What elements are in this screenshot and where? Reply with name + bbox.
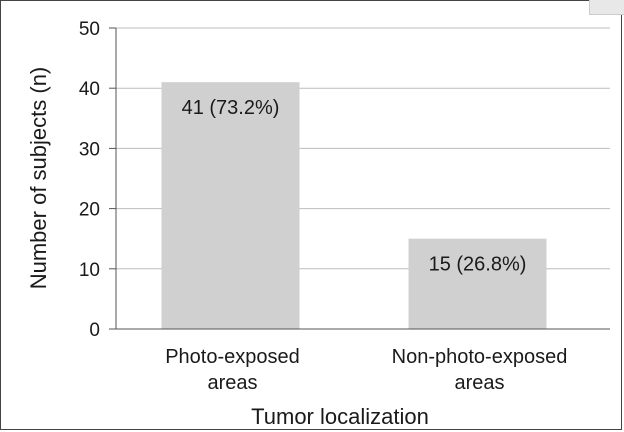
y-tick-label: 0 (89, 320, 100, 341)
x-category-label: Non-photo-exposed (392, 346, 568, 368)
bar (161, 82, 300, 330)
y-tick-label: 10 (79, 260, 100, 281)
y-axis-title: Number of subjects (n) (26, 67, 51, 290)
x-category-label: areas (207, 372, 257, 394)
x-category-label: Photo-exposed (165, 346, 300, 368)
corner-tab (589, 0, 624, 15)
x-axis-title: Tumor localization (251, 404, 429, 429)
bars (161, 82, 547, 330)
bar (408, 238, 547, 329)
y-tick-label: 40 (79, 79, 100, 100)
data-label: 15 (26.8%) (429, 254, 527, 276)
data-label: 41 (73.2%) (182, 97, 280, 119)
y-tick-label: 30 (79, 139, 100, 160)
labels: 0 10 20 30 40 50 41 (73.2%) Photo-exposed areas 1… (79, 19, 567, 394)
y-tick-label: 50 (79, 19, 100, 40)
axes (109, 27, 610, 330)
y-tick-label: 20 (79, 200, 100, 221)
x-category-label: areas (454, 372, 504, 394)
